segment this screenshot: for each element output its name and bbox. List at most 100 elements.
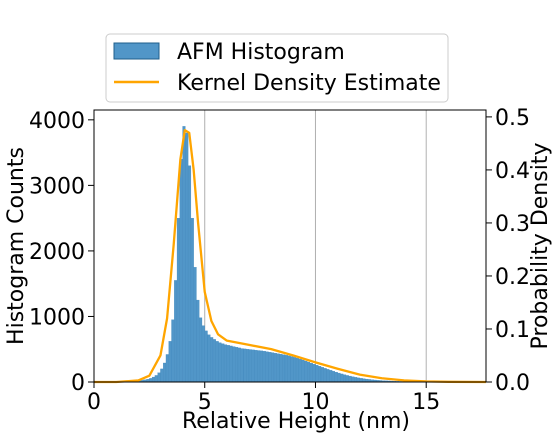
right-y-tick-label: 0.4: [495, 159, 530, 184]
histogram-bar: [154, 375, 158, 383]
histogram-bar: [271, 352, 275, 383]
histogram-bar: [185, 132, 189, 383]
histogram-bar: [279, 354, 283, 383]
histogram-bar: [298, 358, 302, 383]
histogram-bar: [348, 375, 352, 383]
histogram-bar: [318, 366, 322, 383]
plot-frame: [93, 109, 487, 383]
left-y-tick-label: 4000: [29, 109, 85, 134]
histogram-bar: [210, 337, 214, 383]
histogram-bar: [290, 356, 294, 383]
histogram-bar: [304, 360, 308, 383]
histogram-bar: [345, 375, 349, 383]
histogram-bar: [199, 317, 203, 383]
histogram-bar: [248, 349, 252, 383]
histogram-bar: [359, 378, 363, 383]
histogram-bar: [343, 374, 347, 383]
histogram-bar: [187, 165, 192, 383]
histogram-bar: [151, 376, 156, 383]
left-y-axis-label: Histogram Counts: [4, 147, 29, 345]
histogram-bar: [171, 319, 175, 383]
histogram-bar: [356, 377, 360, 383]
histogram-bar: [312, 364, 316, 383]
histogram-bar: [182, 126, 186, 383]
left-y-axis-ticks: 0 1000 2000 3000 4000: [29, 109, 94, 396]
histogram-bar: [326, 369, 330, 383]
histogram-bar: [157, 372, 161, 383]
legend-frame: [105, 33, 449, 103]
histogram-bars: [115, 126, 427, 383]
x-tick-label: 5: [198, 390, 212, 415]
histogram-bar: [259, 350, 264, 383]
x-axis-label: Relative Height (nm): [182, 409, 410, 434]
right-y-tick-label: 0.2: [495, 265, 530, 290]
histogram-bar: [223, 344, 228, 383]
histogram-bar: [229, 345, 233, 383]
histogram-bar: [176, 217, 180, 383]
histogram-bar: [201, 325, 205, 383]
histogram-bar: [221, 343, 225, 383]
histogram-bar: [168, 341, 172, 383]
histogram-bar: [235, 347, 239, 383]
left-y-tick-label: 0: [71, 371, 85, 396]
histogram-bar: [179, 159, 183, 383]
histogram-bar: [212, 339, 216, 383]
histogram-bar: [193, 267, 197, 383]
histogram-bar: [334, 372, 338, 383]
right-y-tick-label: 0.5: [495, 106, 530, 131]
histogram-bar: [307, 361, 311, 383]
legend-label-kde: Kernel Density Estimate: [177, 71, 441, 96]
histogram-bar: [337, 372, 341, 383]
left-y-tick-label: 2000: [29, 240, 85, 265]
histogram-bar: [340, 373, 344, 383]
histogram-bar: [160, 368, 164, 383]
histogram-bar: [237, 347, 241, 383]
histogram-bar: [204, 330, 208, 383]
histogram-bar: [149, 378, 153, 383]
left-y-tick-label: 3000: [29, 174, 85, 199]
histogram-bar: [215, 341, 219, 383]
x-tick-label: 0: [87, 390, 101, 415]
histogram-bar: [165, 354, 169, 383]
histogram-bar: [293, 357, 297, 383]
legend-label-histogram: AFM Histogram: [177, 40, 345, 65]
histogram-bar: [295, 357, 300, 383]
histogram-bar: [276, 353, 280, 383]
histogram-bar: [331, 371, 335, 383]
histogram-bar: [265, 351, 269, 383]
histogram-bar: [174, 280, 178, 383]
right-y-tick-label: 0.1: [495, 318, 530, 343]
histogram-bar: [207, 334, 211, 383]
histogram-bar: [284, 355, 288, 383]
histogram-bar: [329, 370, 333, 383]
histogram-bar: [254, 350, 258, 383]
histogram-bar: [268, 352, 272, 383]
histogram-bar: [240, 348, 244, 383]
histogram-bar: [262, 351, 266, 383]
histogram-bar: [301, 359, 305, 383]
kde-line: [94, 129, 487, 384]
legend-swatch-histogram: [113, 42, 160, 60]
x-tick-label: 10: [301, 390, 329, 415]
right-y-tick-label: 0.0: [495, 371, 530, 396]
grid-lines: [204, 110, 427, 382]
histogram-bar: [309, 362, 313, 383]
right-y-axis-label: Probability Density: [528, 143, 553, 350]
histogram-bar: [282, 354, 286, 383]
histogram-bar: [351, 376, 355, 383]
histogram-bar: [190, 217, 194, 383]
right-y-tick-label: 0.3: [495, 212, 530, 237]
histogram-bar: [315, 365, 319, 383]
histogram-bar: [251, 349, 255, 383]
histogram-bar: [243, 348, 247, 383]
histogram-bar: [287, 355, 291, 383]
kde-line-group: [94, 129, 487, 384]
x-tick-label: 15: [412, 390, 440, 415]
histogram-bar: [323, 368, 327, 383]
histogram-bar: [257, 350, 261, 383]
histogram-bar: [246, 349, 250, 383]
histogram-bar: [232, 346, 236, 383]
histogram-bar: [273, 353, 277, 383]
histogram-bar: [196, 299, 200, 383]
